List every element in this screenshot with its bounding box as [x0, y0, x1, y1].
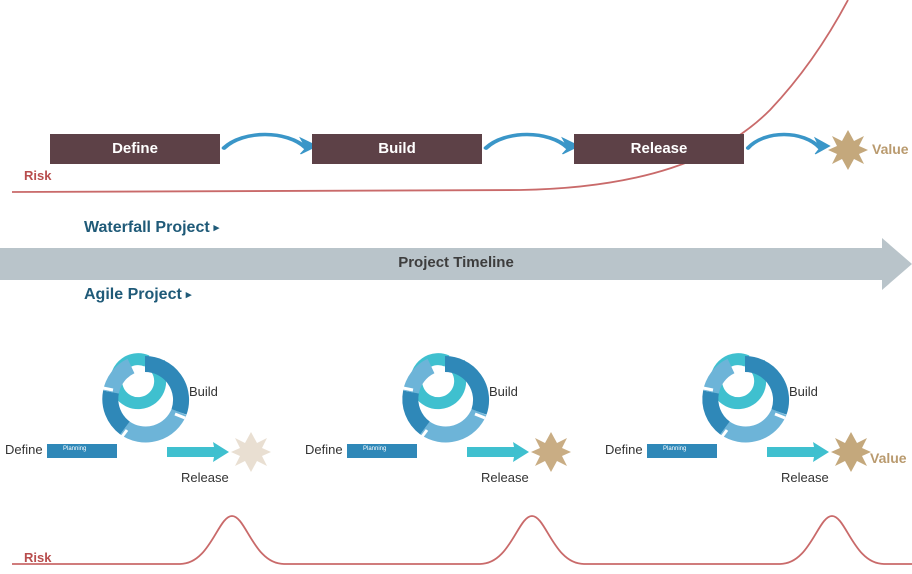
waterfall-box: Build: [312, 134, 482, 164]
sprint-release-label: Release: [181, 470, 229, 485]
diagram-canvas: Define Build Release Value Risk Waterfall …: [0, 0, 912, 574]
waterfall-value-label: Value: [872, 141, 909, 157]
waterfall-box-label: Define: [112, 140, 158, 157]
sprint-build-label: Build: [489, 384, 518, 399]
sprint-planning-label: Planning: [663, 446, 686, 452]
agile-value-label: Value: [870, 450, 907, 466]
sprint-release-label: Release: [781, 470, 829, 485]
timeline-label: Project Timeline: [0, 254, 912, 271]
sprint-build-label: Build: [189, 384, 218, 399]
triangle-icon: ▸: [186, 289, 192, 301]
waterfall-box-label: Build: [378, 140, 416, 157]
section-label-agile: Agile Project ▸: [84, 286, 191, 304]
waterfall-risk-label: Risk: [24, 168, 51, 183]
sprint-define-label: Define: [5, 442, 43, 457]
sprint-planning-label: Planning: [63, 446, 86, 452]
waterfall-box: Define: [50, 134, 220, 164]
sprint-planning-label: Planning: [363, 446, 386, 452]
sprint-release-label: Release: [481, 470, 529, 485]
section-label-agile-text: Agile Project: [84, 286, 182, 303]
section-label-waterfall: Waterfall Project ▸: [84, 219, 219, 237]
sprint-define-label: Define: [305, 442, 343, 457]
triangle-icon: ▸: [214, 222, 220, 234]
waterfall-box: Release: [574, 134, 744, 164]
agile-risk-label: Risk: [24, 550, 51, 565]
sprint-build-label: Build: [789, 384, 818, 399]
section-label-waterfall-text: Waterfall Project: [84, 219, 210, 236]
sprint-define-label: Define: [605, 442, 643, 457]
waterfall-box-label: Release: [631, 140, 688, 157]
